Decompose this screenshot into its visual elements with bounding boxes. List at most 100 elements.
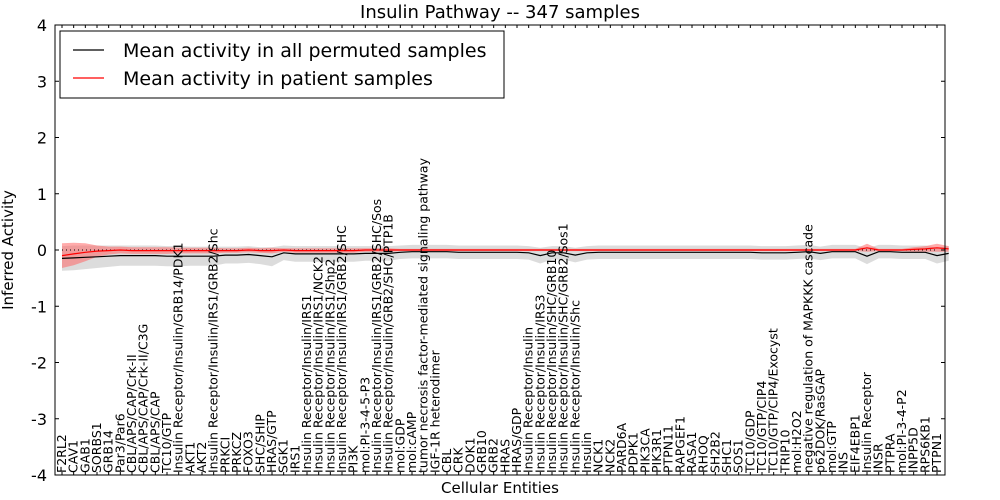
entity-label: tumor necrosis factor-mediated signaling…: [416, 157, 431, 473]
entity-label: PIK3R1: [649, 429, 664, 473]
entity-label: RASA1: [684, 432, 699, 473]
entity-label: RPS6KB1: [917, 416, 932, 473]
entity-label: Insulin Receptor/Insulin/IRS1/GRB2/Shc: [206, 228, 221, 473]
entity-label: PRKCI: [217, 437, 232, 473]
entity-label: SHC/SHIP: [252, 414, 267, 473]
entity-label: Insulin Receptor/Insulin/IRS1/GRB2/SHC: [334, 225, 349, 473]
entity-label: mol:PI-3-4-P2: [894, 389, 909, 473]
y-tick-label: -3: [31, 410, 47, 429]
entity-label: IRS1: [287, 445, 302, 473]
entity-label: RHOQ: [696, 435, 711, 473]
entity-label: GRB10: [474, 430, 489, 473]
entity-label: CRK: [451, 447, 466, 473]
legend: Mean activity in all permuted samples Me…: [59, 30, 505, 99]
entity-label: SGK1: [276, 439, 291, 473]
entity-label: Insulin Receptor/Insulin/GRB14/PDK1: [171, 242, 186, 473]
series-line-1: [61, 247, 949, 257]
entity-label: mol:cAMP: [404, 411, 419, 473]
entity-label: CBL: [439, 449, 454, 473]
entity-label: Insulin Receptor/Insulin/Shc: [567, 300, 582, 473]
entity-label: HRAS/GDP: [509, 407, 524, 473]
entity-label: SOS1: [731, 439, 746, 473]
legend-label-patient: Mean activity in patient samples: [123, 68, 433, 90]
entity-label: GAB1: [77, 438, 92, 473]
entity-label: PRKCZ: [229, 432, 244, 473]
y-tick-label: -1: [31, 297, 47, 316]
entity-label: Insulin Receptor/Insulin/IRS1/Shp2: [322, 259, 337, 473]
entity-label: mol:GDP: [392, 418, 407, 473]
entity-label: Par3/Par6: [112, 413, 127, 473]
entity-label: GRB2: [486, 438, 501, 473]
entity-label: DOK1: [462, 437, 477, 473]
y-tick-label: -2: [31, 354, 47, 373]
entity-label: HRAS: [497, 439, 512, 473]
x-axis-title: Cellular Entities: [441, 479, 559, 497]
entity-label: PIK3CA: [637, 428, 652, 473]
y-tick-label: 1: [37, 185, 47, 204]
entity-label: negative regulation of MAPKKK cascade: [801, 224, 816, 473]
entity-label: INSR: [871, 443, 886, 473]
entity-label: PARD6A: [614, 422, 629, 473]
entity-label: Insulin Receptor/Insulin/SHC/GRB10: [544, 250, 559, 473]
entity-label: Insulin Receptor/Insulin/IRS1/NCK2: [311, 256, 326, 473]
entity-label: CBL/APS/CAP/Crk-II/C3G: [136, 324, 151, 473]
y-axis-title: Inferred Activity: [0, 190, 17, 310]
confidence-bands: [62, 242, 949, 271]
entity-label: mol:PI-3-4-5-P3: [357, 377, 372, 473]
entity-label: TC10/GTP: [159, 412, 174, 474]
entity-label: TC10/GTP/CIP4: [754, 381, 769, 474]
chart-title: Insulin Pathway -- 347 samples: [360, 2, 640, 23]
entity-label: TC10/GDP: [742, 410, 757, 474]
y-tick-label: 2: [37, 129, 47, 148]
entity-label: PTPN1: [929, 433, 944, 473]
entity-label: PTPRA: [882, 433, 897, 473]
entity-label: PI3K: [346, 445, 361, 473]
entity-label: TRIP10: [777, 430, 792, 474]
entity-label: mol:GTP: [824, 421, 839, 473]
legend-label-permuted: Mean activity in all permuted samples: [123, 40, 486, 62]
entity-label: INS: [836, 452, 851, 473]
entity-label: PDPK1: [626, 432, 641, 473]
entity-labels: F2RL2CAV1GAB1SORBS1GRB14Par3/Par6CBL/APS…: [54, 157, 944, 474]
entity-label: CAV1: [66, 440, 81, 473]
y-tick-label: 3: [37, 72, 47, 91]
band-series-1: [62, 242, 949, 268]
y-tick-label: 4: [37, 16, 47, 35]
entity-label: F2RL2: [54, 434, 69, 473]
entity-label: Insulin Receptor/Insulin/IRS3: [532, 295, 547, 473]
entity-label: Insulin Receptor/Insulin: [521, 327, 536, 473]
entity-label: AKT1: [182, 442, 197, 473]
entity-label: Insulin Receptor/Insulin/SHC/GRB2/Sos1: [556, 223, 571, 473]
entity-label: mol:H2O2: [789, 410, 804, 473]
legend-box: [59, 30, 505, 99]
entity-label: HRAS/GTP: [264, 410, 279, 473]
entity-label: SHC1: [719, 439, 734, 473]
entity-label: Insulin Receptor/Insulin/IRS1/GRB2/SHC/S…: [369, 199, 384, 473]
entity-label: Insulin Receptor/Insulin/GRB2/SHC/PTP1B: [381, 214, 396, 473]
entity-label: NCK2: [602, 439, 617, 473]
entity-label: RAPGEF1: [672, 416, 687, 473]
entity-label: SORBS1: [89, 422, 104, 473]
entity-label: Insulin Receptor: [859, 371, 874, 473]
entity-label: NCK1: [591, 439, 606, 473]
entity-label: CBL/APS/CAP: [147, 391, 162, 473]
entity-label: PTPN11: [661, 425, 676, 473]
entity-label: AKT2: [194, 442, 209, 473]
entity-label: p62DOK/RasGAP: [812, 368, 827, 473]
entity-label: Insulin: [579, 432, 594, 473]
entity-label: TC10/GTP/CIP4/Exocyst: [766, 328, 781, 474]
series-line-0: [61, 251, 949, 259]
entity-label: CBL/APS/CAP/Crk-II: [124, 354, 139, 473]
entity-label: Insulin Receptor/Insulin/IRS1: [299, 295, 314, 473]
entity-label: SH2B2: [707, 431, 722, 473]
entity-label: IGF-1R heterodimer: [427, 349, 442, 473]
y-tick-label: 0: [37, 241, 47, 260]
series-lines: [61, 247, 949, 259]
entity-label: INPP5D: [906, 427, 921, 473]
entity-label: EIF4EBP1: [847, 414, 862, 473]
entity-label: FOXO3: [241, 431, 256, 473]
plot-frame: [54, 24, 946, 476]
entity-label: GRB14: [101, 430, 116, 473]
y-tick-label: -4: [31, 466, 47, 485]
